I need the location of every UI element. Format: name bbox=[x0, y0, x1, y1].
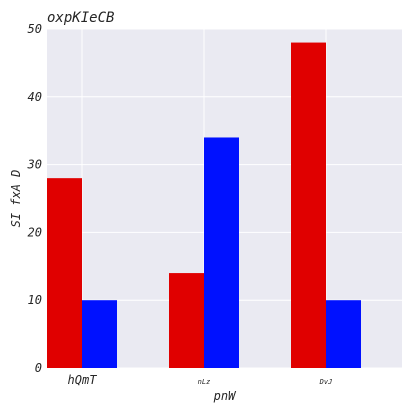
bar-DvJ-series-1 bbox=[291, 42, 326, 369]
x-axis-label: pnW bbox=[213, 389, 237, 403]
bars bbox=[47, 42, 361, 369]
y-tick-label: 0 bbox=[35, 361, 42, 375]
chart-title: oxpKIeCB bbox=[47, 10, 114, 26]
x-tick-labels: hQmT nLz DvJ bbox=[68, 373, 333, 387]
y-tick-label: 20 bbox=[28, 225, 42, 239]
x-tick-label: DvJ bbox=[319, 378, 333, 386]
y-tick-label: 10 bbox=[28, 293, 42, 307]
y-tick-label: 40 bbox=[28, 90, 42, 104]
bar-hQmT-series-1 bbox=[47, 178, 82, 368]
bar-hQmT-series-2 bbox=[82, 300, 117, 368]
x-tick-label: hQmT bbox=[68, 373, 98, 387]
y-tick-label: 30 bbox=[27, 158, 42, 172]
bar-DvJ-series-2 bbox=[326, 300, 361, 368]
y-axis-label: SI fxA D bbox=[9, 170, 23, 228]
y-tick-label: 50 bbox=[28, 22, 42, 36]
x-tick-label: nLz bbox=[198, 378, 211, 386]
bar-nLz-series-2 bbox=[204, 137, 239, 368]
y-tick-labels: 0 10 20 30 40 50 bbox=[27, 22, 42, 375]
bar-nLz-series-1 bbox=[169, 273, 204, 368]
